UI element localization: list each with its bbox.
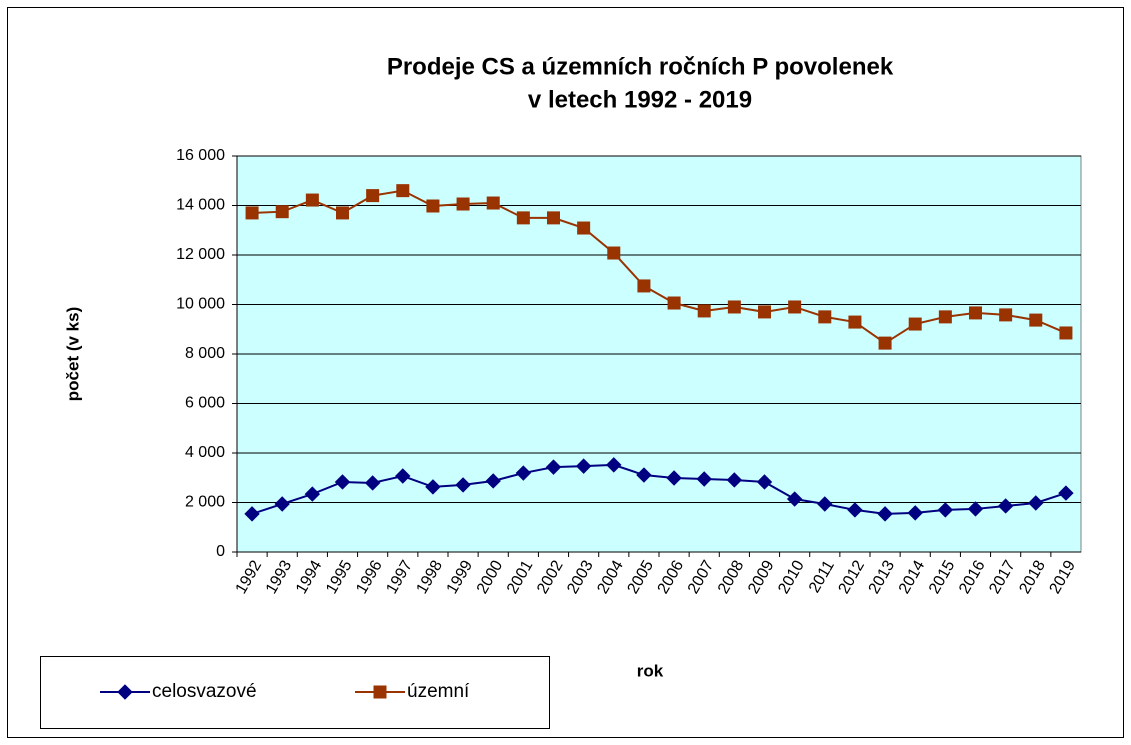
legend-label: celosvazové: [152, 681, 257, 702]
data-point: [575, 458, 592, 474]
data-point: [1058, 485, 1074, 501]
data-point: [245, 206, 259, 220]
data-point: [486, 196, 500, 210]
data-point: [1059, 326, 1073, 340]
data-point: [244, 506, 260, 522]
data-point: [304, 486, 321, 502]
data-point: [908, 317, 922, 331]
y-tick-label: 14 000: [176, 197, 225, 214]
data-point: [847, 502, 863, 518]
data-point: [485, 473, 501, 489]
legend-marker: [373, 685, 387, 699]
legend-marker: [117, 684, 133, 700]
data-point: [455, 477, 471, 493]
y-tick-label: 10 000: [176, 296, 225, 313]
data-point: [274, 496, 290, 512]
data-point: [637, 279, 651, 293]
data-point: [786, 491, 803, 507]
data-point: [366, 189, 380, 203]
data-point: [907, 505, 923, 521]
chart-title: v letech 1992 - 2019: [528, 86, 752, 113]
data-point: [607, 246, 621, 260]
series-line: [252, 189, 1067, 345]
data-point: [758, 305, 771, 319]
data-point: [877, 506, 893, 522]
data-point: [788, 300, 802, 314]
legend-label: územní: [407, 681, 470, 702]
data-point: [878, 336, 892, 350]
data-point: [726, 472, 743, 488]
x-axis-label: rok: [637, 661, 664, 680]
y-tick-label: 0: [216, 543, 225, 560]
data-point: [547, 211, 560, 225]
data-point: [305, 193, 319, 207]
data-point: [997, 498, 1014, 514]
data-point: [697, 304, 711, 318]
data-point: [516, 211, 530, 225]
y-tick-label: 4 000: [185, 444, 225, 461]
y-tick-label: 2 000: [185, 494, 225, 511]
data-point: [636, 467, 652, 483]
data-point: [515, 465, 532, 481]
data-point: [999, 308, 1013, 322]
data-point: [938, 310, 952, 324]
data-point: [1029, 313, 1043, 327]
data-point: [275, 205, 289, 219]
data-point: [545, 459, 562, 475]
data-point: [967, 501, 984, 517]
data-point: [969, 306, 982, 320]
data-point: [666, 470, 682, 486]
data-point: [336, 206, 349, 220]
data-point: [364, 475, 381, 491]
data-point: [696, 471, 712, 487]
data-point: [425, 479, 441, 495]
data-point: [727, 300, 741, 314]
data-point: [1028, 495, 1044, 511]
data-point: [334, 474, 351, 490]
chart-title: Prodeje CS a územních ročních P povolene…: [387, 53, 894, 80]
data-point: [848, 315, 862, 329]
data-point: [817, 496, 833, 512]
data-point: [818, 310, 832, 324]
y-axis-label: počet (v ks): [63, 307, 82, 401]
y-tick-label: 6 000: [185, 395, 225, 412]
data-point: [937, 502, 954, 518]
y-tick-label: 8 000: [185, 345, 225, 362]
y-tick-label: 16 000: [176, 147, 225, 164]
data-point: [577, 221, 591, 235]
data-point: [456, 197, 470, 211]
data-point: [396, 184, 410, 198]
data-point: [756, 474, 773, 490]
data-point: [667, 296, 681, 310]
series-line: [251, 463, 1067, 515]
data-point: [606, 457, 622, 473]
y-tick-label: 12 000: [176, 246, 225, 263]
data-point: [395, 468, 411, 484]
data-point: [426, 199, 440, 213]
